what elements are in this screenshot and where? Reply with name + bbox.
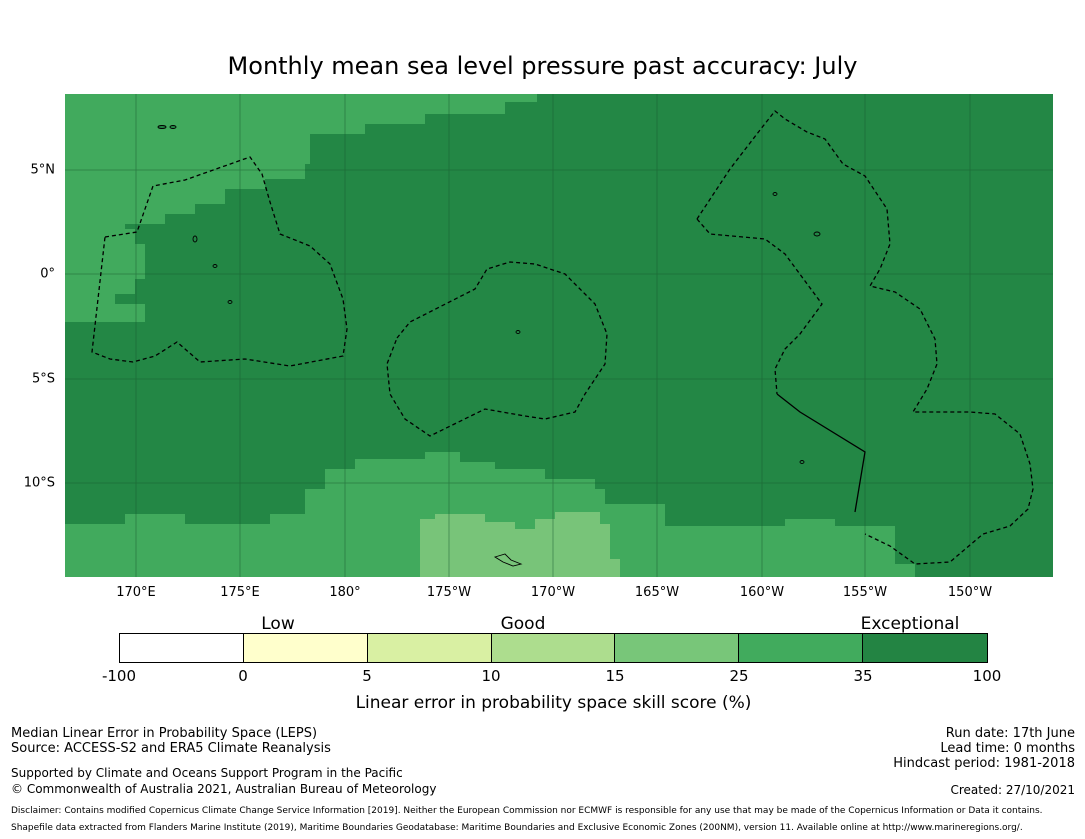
colorbar-segment (367, 634, 492, 662)
lon-tick-label: 165°W (634, 585, 680, 600)
colorbar-tick: 10 (481, 667, 501, 685)
lat-tick-label: 5°S (31, 371, 55, 387)
colorbar-tick: 0 (238, 667, 248, 685)
eez-tuvalu-kiribati-west (91, 156, 348, 367)
map-title: Monthly mean sea level pressure past acc… (227, 52, 858, 80)
colorbar-tick: 25 (729, 667, 749, 685)
map-gridlines (65, 94, 1053, 577)
footer-created: Created: 27/10/2021 (950, 783, 1075, 797)
colorbar-tick: -100 (101, 667, 137, 685)
colorbar-segment (863, 634, 987, 662)
colorbar-category-good: Good (500, 614, 546, 634)
good-region-northwest (65, 94, 537, 229)
colorbar-segment (615, 634, 740, 662)
footer-disclaimer: Disclaimer: Contains modified Copernicus… (11, 806, 1043, 816)
skill-map (65, 94, 1053, 577)
lon-tick-label: 170°E (116, 585, 156, 600)
footer-run-date: Run date: 17th June (945, 726, 1075, 741)
colorbar-segment (491, 634, 616, 662)
lat-tick-label: 10°S (23, 475, 55, 491)
colorbar-segment (120, 634, 244, 662)
colorbar-segment (739, 634, 864, 662)
lon-tick-label: 170°W (530, 585, 576, 600)
eez-line-islands-north (696, 218, 823, 395)
footer-method: Median Linear Error in Probability Space… (11, 726, 318, 741)
lon-tick-label: 175°E (220, 585, 260, 600)
footer-source: Source: ACCESS-S2 and ERA5 Climate Reana… (11, 741, 331, 756)
colorbar-category-exceptional: Exceptional (860, 614, 960, 634)
colorbar-category-low: Low (261, 614, 295, 634)
colorbar-segment (243, 634, 368, 662)
eez-boundaries (91, 110, 1034, 565)
eez-solid-boundary (776, 393, 866, 513)
colorbar-tick: 15 (605, 667, 625, 685)
colorbar-label: Linear error in probability space skill … (355, 693, 752, 713)
colorbar-tick: 100 (972, 667, 1002, 685)
footer-support: Supported by Climate and Oceans Support … (11, 766, 403, 780)
lon-tick-label: 180° (329, 585, 361, 600)
colorbar-tick: 5 (362, 667, 372, 685)
lat-tick-label: 5°N (30, 162, 56, 178)
island-outlines (157, 125, 821, 567)
eez-line-islands-north-2 (696, 110, 1034, 565)
footer-copyright: © Commonwealth of Australia 2021, Austra… (11, 782, 437, 796)
lon-tick-label: 160°W (739, 585, 785, 600)
colorbar (119, 633, 988, 663)
good-mid-region (420, 512, 620, 577)
footer-hindcast: Hindcast period: 1981-2018 (893, 756, 1075, 771)
good-region-south (65, 452, 915, 577)
footer-shapefile: Shapefile data extracted from Flanders M… (11, 823, 1023, 833)
lat-tick-label: 0° (40, 266, 55, 282)
good-region-west-patch (65, 229, 145, 322)
lon-tick-label: 175°W (426, 585, 472, 600)
eez-phoenix-islands (386, 261, 608, 437)
lon-tick-label: 150°W (947, 585, 993, 600)
footer-lead-time: Lead time: 0 months (940, 741, 1075, 756)
lon-tick-label: 155°W (842, 585, 888, 600)
colorbar-tick: 35 (853, 667, 873, 685)
